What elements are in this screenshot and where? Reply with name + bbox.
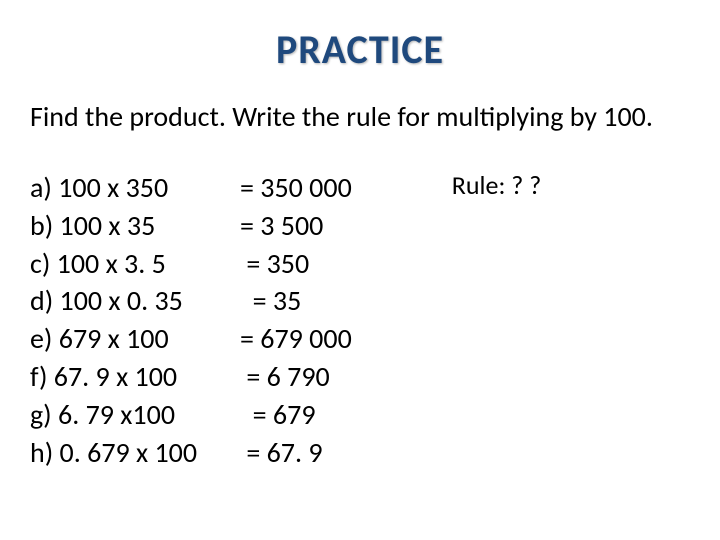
problem-d: d) 100 x 0. 35 = 35 xyxy=(30,282,352,320)
problem-lhs: e) 679 x 100 xyxy=(30,320,240,358)
problem-rhs: = 3 500 xyxy=(240,207,323,245)
problem-b: b) 100 x 35 = 3 500 xyxy=(30,207,352,245)
problem-rhs: = 350 000 xyxy=(240,169,352,207)
problem-rhs: = 350 xyxy=(240,245,309,283)
problem-rhs: = 35 xyxy=(240,282,301,320)
problem-lhs: a) 100 x 350 xyxy=(30,169,240,207)
problem-g: g) 6. 79 x100 = 679 xyxy=(30,396,352,434)
problem-c: c) 100 x 3. 5 = 350 xyxy=(30,245,352,283)
problem-rhs: = 679 000 xyxy=(240,320,352,358)
problem-lhs: h) 0. 679 x 100 xyxy=(30,434,240,472)
problem-lhs: d) 100 x 0. 35 xyxy=(30,282,240,320)
problem-h: h) 0. 679 x 100 = 67. 9 xyxy=(30,434,352,472)
problem-a: a) 100 x 350 = 350 000 xyxy=(30,169,352,207)
slide-container: PRACTICE Find the product. Write the rul… xyxy=(0,0,720,540)
problem-rhs: = 6 790 xyxy=(240,358,330,396)
problem-e: e) 679 x 100 = 679 000 xyxy=(30,320,352,358)
problems-list: a) 100 x 350 = 350 000 b) 100 x 35 = 3 5… xyxy=(30,169,352,471)
problem-f: f) 67. 9 x 100 = 6 790 xyxy=(30,358,352,396)
rule-label: Rule: ? ? xyxy=(452,169,542,201)
instruction-text: Find the product. Write the rule for mul… xyxy=(30,99,690,134)
content-row: a) 100 x 350 = 350 000 b) 100 x 35 = 3 5… xyxy=(30,169,690,471)
slide-title: PRACTICE xyxy=(30,25,690,74)
problem-lhs: c) 100 x 3. 5 xyxy=(30,245,240,283)
problem-lhs: b) 100 x 35 xyxy=(30,207,240,245)
problem-rhs: = 679 xyxy=(240,396,316,434)
problem-lhs: f) 67. 9 x 100 xyxy=(30,358,240,396)
problem-lhs: g) 6. 79 x100 xyxy=(30,396,240,434)
problem-rhs: = 67. 9 xyxy=(240,434,323,472)
